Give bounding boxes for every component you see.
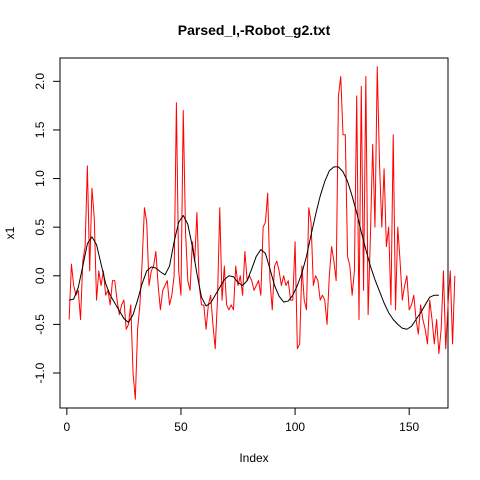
raw-series-line <box>68 66 456 400</box>
y-tick-label: 1.5 <box>33 121 47 138</box>
y-axis-label: x1 <box>3 226 17 239</box>
x-tick-label: 100 <box>285 420 305 434</box>
x-tick-label: 150 <box>399 420 419 434</box>
x-tick-label: 0 <box>64 420 71 434</box>
y-tick-label: 0.5 <box>33 219 47 236</box>
smoothed-series-line <box>69 166 439 330</box>
y-tick-label: 2.0 <box>33 73 47 90</box>
x-axis-label: Index <box>239 451 268 465</box>
y-axis: -1.0 -0.5 0.0 0.5 1.0 1.5 2.0 <box>33 73 61 383</box>
y-tick-label: 1.0 <box>33 170 47 187</box>
y-tick-label: -0.5 <box>33 314 47 335</box>
x-axis: 0 50 100 150 <box>64 407 420 434</box>
chart-title: Parsed_I,-Robot_g2.txt <box>178 22 331 38</box>
y-tick-label: 0.0 <box>33 267 47 284</box>
x-tick-label: 50 <box>174 420 188 434</box>
y-tick-label: -1.0 <box>33 362 47 383</box>
series-layer <box>68 66 456 400</box>
